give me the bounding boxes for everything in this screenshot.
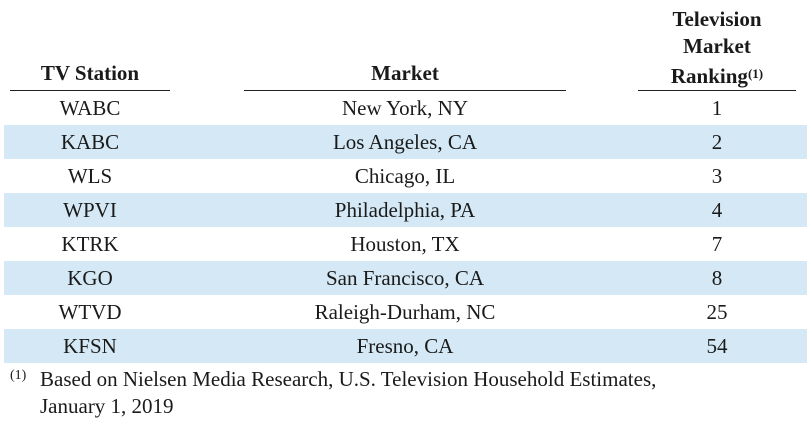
table-row: KABC Los Angeles, CA 2 xyxy=(0,125,807,159)
table-row: KGO San Francisco, CA 8 xyxy=(0,261,807,295)
table-body: WABC New York, NY 1 KABC Los Angeles, CA… xyxy=(0,91,807,363)
station-cell: KFSN xyxy=(63,334,117,358)
market-cell: New York, NY xyxy=(341,96,468,120)
rank-cell: 3 xyxy=(711,164,723,188)
table-row: KFSN Fresno, CA 54 xyxy=(0,329,807,363)
market-cell: Fresno, CA xyxy=(356,334,454,358)
market-cell: Raleigh-Durham, NC xyxy=(314,300,496,324)
market-cell: Chicago, IL xyxy=(354,164,456,188)
header-tv-station: TV Station xyxy=(40,61,140,85)
station-cell: KTRK xyxy=(61,232,119,256)
rank-cell: 4 xyxy=(711,198,723,222)
rank-cell: 54 xyxy=(706,334,728,358)
rank-cell: 8 xyxy=(711,266,723,290)
footnote-marker: (1) xyxy=(10,368,27,383)
header-ranking-label: Ranking xyxy=(670,64,748,88)
header-market: Market xyxy=(371,61,439,85)
rank-cell: 2 xyxy=(711,130,723,154)
header-ranking-line1: Television xyxy=(672,7,762,31)
header-ranking-line3: Ranking(1) xyxy=(638,60,796,90)
row-shading xyxy=(4,329,807,363)
header-rule-station xyxy=(10,90,170,91)
table-row: WTVD Raleigh-Durham, NC 25 xyxy=(0,295,807,329)
table-row: WPVI Philadelphia, PA 4 xyxy=(0,193,807,227)
header-rule-market xyxy=(244,90,566,91)
station-cell: WLS xyxy=(67,164,113,188)
row-shading xyxy=(4,125,807,159)
header-rule-ranking xyxy=(638,90,796,91)
footnote-line1: Based on Nielsen Media Research, U.S. Te… xyxy=(40,367,657,391)
station-cell: WTVD xyxy=(58,300,122,324)
footnote-line2: January 1, 2019 xyxy=(40,394,174,418)
rank-cell: 7 xyxy=(711,232,723,256)
rank-cell: 1 xyxy=(711,96,723,120)
station-cell: KGO xyxy=(67,266,113,290)
station-cell: WABC xyxy=(59,96,121,120)
market-cell: Houston, TX xyxy=(350,232,460,256)
table-row: WABC New York, NY 1 xyxy=(0,91,807,125)
table-row: WLS Chicago, IL 3 xyxy=(0,159,807,193)
footnote-text: Based on Nielsen Media Research, U.S. Te… xyxy=(40,366,800,420)
row-shading xyxy=(4,193,807,227)
header-ranking-line2: Market xyxy=(683,34,751,58)
market-cell: Philadelphia, PA xyxy=(334,198,476,222)
market-cell: Los Angeles, CA xyxy=(332,130,478,154)
row-shading xyxy=(4,261,807,295)
rank-cell: 25 xyxy=(706,300,728,324)
header-market-ranking: Television Market Ranking(1) xyxy=(638,6,796,90)
table-row: KTRK Houston, TX 7 xyxy=(0,227,807,261)
header-ranking-footnote-marker: (1) xyxy=(747,66,764,81)
station-cell: KABC xyxy=(60,130,120,154)
market-cell: San Francisco, CA xyxy=(325,266,485,290)
station-cell: WPVI xyxy=(63,198,117,222)
